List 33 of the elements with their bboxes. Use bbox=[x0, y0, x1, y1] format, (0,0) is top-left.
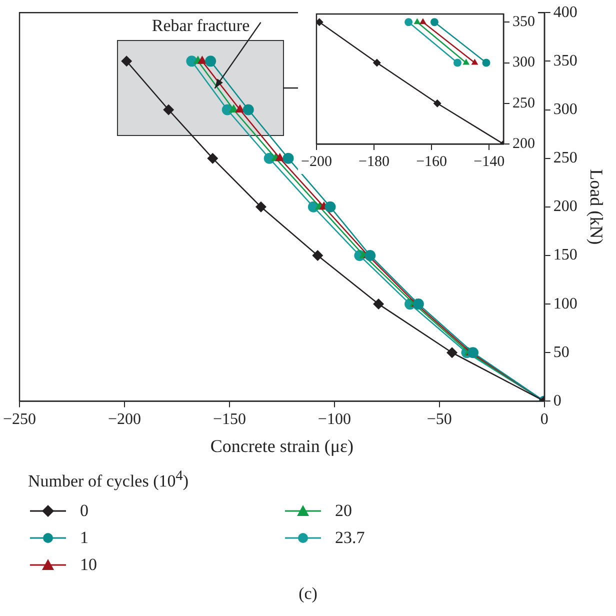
legend-label: 1 bbox=[80, 528, 88, 548]
x-axis-title: Concrete strain (με) bbox=[210, 436, 354, 456]
legend-label: 23.7 bbox=[335, 528, 365, 548]
legend-title: Number of cycles (10$^{4}$) bbox=[28, 468, 190, 492]
legend-label: 0 bbox=[80, 501, 88, 522]
x-tick-label: −200 bbox=[300, 154, 332, 170]
x-tick-label: −50 bbox=[426, 411, 452, 428]
y-tick-label: 50 bbox=[553, 344, 570, 361]
y-tick-label: 200 bbox=[512, 136, 535, 152]
y-tick-label: 350 bbox=[553, 52, 578, 70]
y-tick-label: 400 bbox=[553, 4, 578, 21]
y-tick-label: 350 bbox=[512, 14, 535, 30]
legend-label: 10 bbox=[80, 555, 97, 576]
y-tick-label: 0 bbox=[553, 392, 562, 410]
x-tick-label: −250 bbox=[2, 411, 36, 428]
x-tick-label: −180 bbox=[358, 154, 390, 170]
y-tick-label: 300 bbox=[553, 100, 578, 118]
y-tick-label: 300 bbox=[512, 54, 535, 71]
annotation: Rebar fracture bbox=[152, 16, 250, 35]
legend-label: 20 bbox=[335, 501, 352, 522]
x-tick-label: −200 bbox=[108, 411, 142, 428]
text: (c) bbox=[298, 584, 318, 604]
x-tick-label: −150 bbox=[212, 411, 246, 428]
x-tick-label: −160 bbox=[416, 154, 448, 170]
x-tick-label: 0 bbox=[540, 411, 548, 428]
x-tick-label: −100 bbox=[318, 411, 351, 428]
y-tick-label: 100 bbox=[553, 295, 578, 312]
y-tick-label: 250 bbox=[553, 150, 578, 167]
y-tick-label: 250 bbox=[512, 95, 535, 112]
y-tick-label: 150 bbox=[553, 246, 578, 264]
x-tick-label: −140 bbox=[474, 154, 505, 170]
y-axis-title: Load (kN) bbox=[586, 169, 606, 245]
y-tick-label: 200 bbox=[553, 198, 578, 216]
